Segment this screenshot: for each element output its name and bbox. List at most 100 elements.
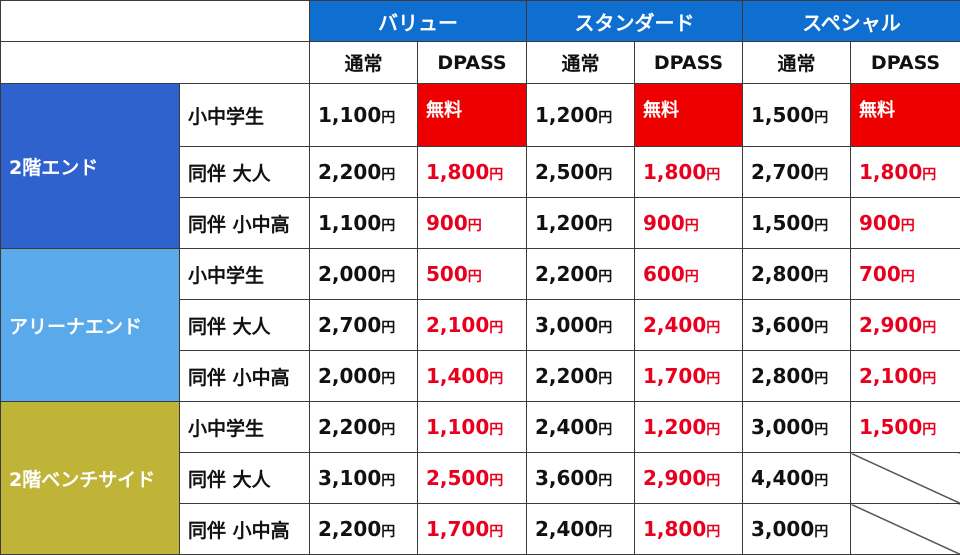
dpass-price-cell: 1,200円 — [635, 402, 743, 453]
corner-cell-sub — [1, 42, 310, 84]
yen-unit: 円 — [814, 269, 828, 285]
not-available-cell — [851, 453, 960, 504]
yen-unit: 円 — [706, 371, 720, 387]
not-available-cell — [851, 504, 960, 555]
yen-unit: 円 — [922, 320, 936, 336]
price-amount: 4,400 — [751, 466, 814, 490]
regular-price-cell: 1,500円 — [743, 84, 851, 147]
price-amount: 1,800 — [426, 160, 489, 184]
price-amount: 2,700 — [318, 313, 381, 337]
yen-unit: 円 — [489, 473, 503, 489]
dpass-price-cell: 1,500円 — [851, 402, 960, 453]
yen-unit: 円 — [922, 422, 936, 438]
yen-unit: 円 — [922, 371, 936, 387]
regular-price-cell: 2,700円 — [743, 147, 851, 198]
price-amount: 2,700 — [751, 160, 814, 184]
price-amount: 900 — [426, 211, 468, 235]
plan-header-special: スペシャル — [743, 1, 960, 42]
yen-unit: 円 — [468, 269, 482, 285]
price-amount: 2,200 — [318, 160, 381, 184]
price-amount: 1,700 — [643, 364, 706, 388]
yen-unit: 円 — [598, 371, 612, 387]
plan-header-row: バリュー スタンダード スペシャル — [1, 1, 960, 42]
dpass-price-cell: 2,500円 — [418, 453, 527, 504]
price-amount: 2,100 — [426, 313, 489, 337]
dpass-price-cell: 2,100円 — [851, 351, 960, 402]
yen-unit: 円 — [598, 422, 612, 438]
price-amount: 1,500 — [751, 211, 814, 235]
price-amount: 2,900 — [859, 313, 922, 337]
price-amount: 1,800 — [859, 160, 922, 184]
price-amount: 2,800 — [751, 364, 814, 388]
dpass-price-cell: 1,700円 — [418, 504, 527, 555]
price-amount: 600 — [643, 262, 685, 286]
price-amount: 900 — [859, 211, 901, 235]
price-amount: 2,200 — [535, 364, 598, 388]
ticket-category: 小中学生 — [180, 249, 310, 300]
yen-unit: 円 — [598, 320, 612, 336]
yen-unit: 円 — [706, 167, 720, 183]
regular-price-cell: 2,000円 — [310, 249, 418, 300]
ticket-category: 同伴 小中高 — [180, 504, 310, 555]
price-amount: 2,400 — [643, 313, 706, 337]
dpass-price-cell: 1,400円 — [418, 351, 527, 402]
yen-unit: 円 — [381, 320, 395, 336]
regular-price-cell: 3,600円 — [743, 300, 851, 351]
price-amount: 1,100 — [318, 103, 381, 127]
ticket-category: 小中学生 — [180, 402, 310, 453]
ticket-category: 同伴 大人 — [180, 147, 310, 198]
price-amount: 3,000 — [751, 517, 814, 541]
plan-header-value: バリュー — [310, 1, 527, 42]
regular-price-cell: 2,800円 — [743, 249, 851, 300]
yen-unit: 円 — [598, 110, 612, 126]
yen-unit: 円 — [598, 269, 612, 285]
yen-unit: 円 — [706, 524, 720, 540]
sub-header-dpass: DPASS — [851, 42, 960, 84]
yen-unit: 円 — [489, 422, 503, 438]
sub-header-regular: 通常 — [527, 42, 635, 84]
price-amount: 1,200 — [643, 415, 706, 439]
price-amount: 1,700 — [426, 517, 489, 541]
dpass-price-cell: 900円 — [418, 198, 527, 249]
regular-price-cell: 1,100円 — [310, 84, 418, 147]
yen-unit: 円 — [598, 167, 612, 183]
price-amount: 2,200 — [318, 415, 381, 439]
yen-unit: 円 — [706, 320, 720, 336]
price-amount: 2,400 — [535, 415, 598, 439]
price-amount: 1,100 — [318, 211, 381, 235]
regular-price-cell: 2,500円 — [527, 147, 635, 198]
price-amount: 3,600 — [751, 313, 814, 337]
price-amount: 1,800 — [643, 160, 706, 184]
regular-price-cell: 3,100円 — [310, 453, 418, 504]
yen-unit: 円 — [468, 218, 482, 234]
price-amount: 3,600 — [535, 466, 598, 490]
yen-unit: 円 — [814, 320, 828, 336]
ticket-category: 同伴 大人 — [180, 453, 310, 504]
sub-header-regular: 通常 — [743, 42, 851, 84]
dpass-price-cell: 500円 — [418, 249, 527, 300]
regular-price-cell: 1,200円 — [527, 198, 635, 249]
dpass-price-cell: 2,100円 — [418, 300, 527, 351]
regular-price-cell: 3,600円 — [527, 453, 635, 504]
price-amount: 2,000 — [318, 364, 381, 388]
price-amount: 3,000 — [535, 313, 598, 337]
yen-unit: 円 — [489, 167, 503, 183]
regular-price-cell: 3,000円 — [527, 300, 635, 351]
price-amount: 1,100 — [426, 415, 489, 439]
regular-price-cell: 2,400円 — [527, 504, 635, 555]
price-amount: 2,500 — [535, 160, 598, 184]
zone-label: アリーナエンド — [1, 249, 180, 402]
dpass-free-cell: 無料 — [635, 84, 743, 147]
yen-unit: 円 — [489, 320, 503, 336]
dpass-price-cell: 900円 — [635, 198, 743, 249]
regular-price-cell: 3,000円 — [743, 402, 851, 453]
price-amount: 1,200 — [535, 103, 598, 127]
yen-unit: 円 — [814, 167, 828, 183]
regular-price-cell: 2,200円 — [527, 249, 635, 300]
dpass-price-cell: 2,900円 — [635, 453, 743, 504]
yen-unit: 円 — [489, 524, 503, 540]
